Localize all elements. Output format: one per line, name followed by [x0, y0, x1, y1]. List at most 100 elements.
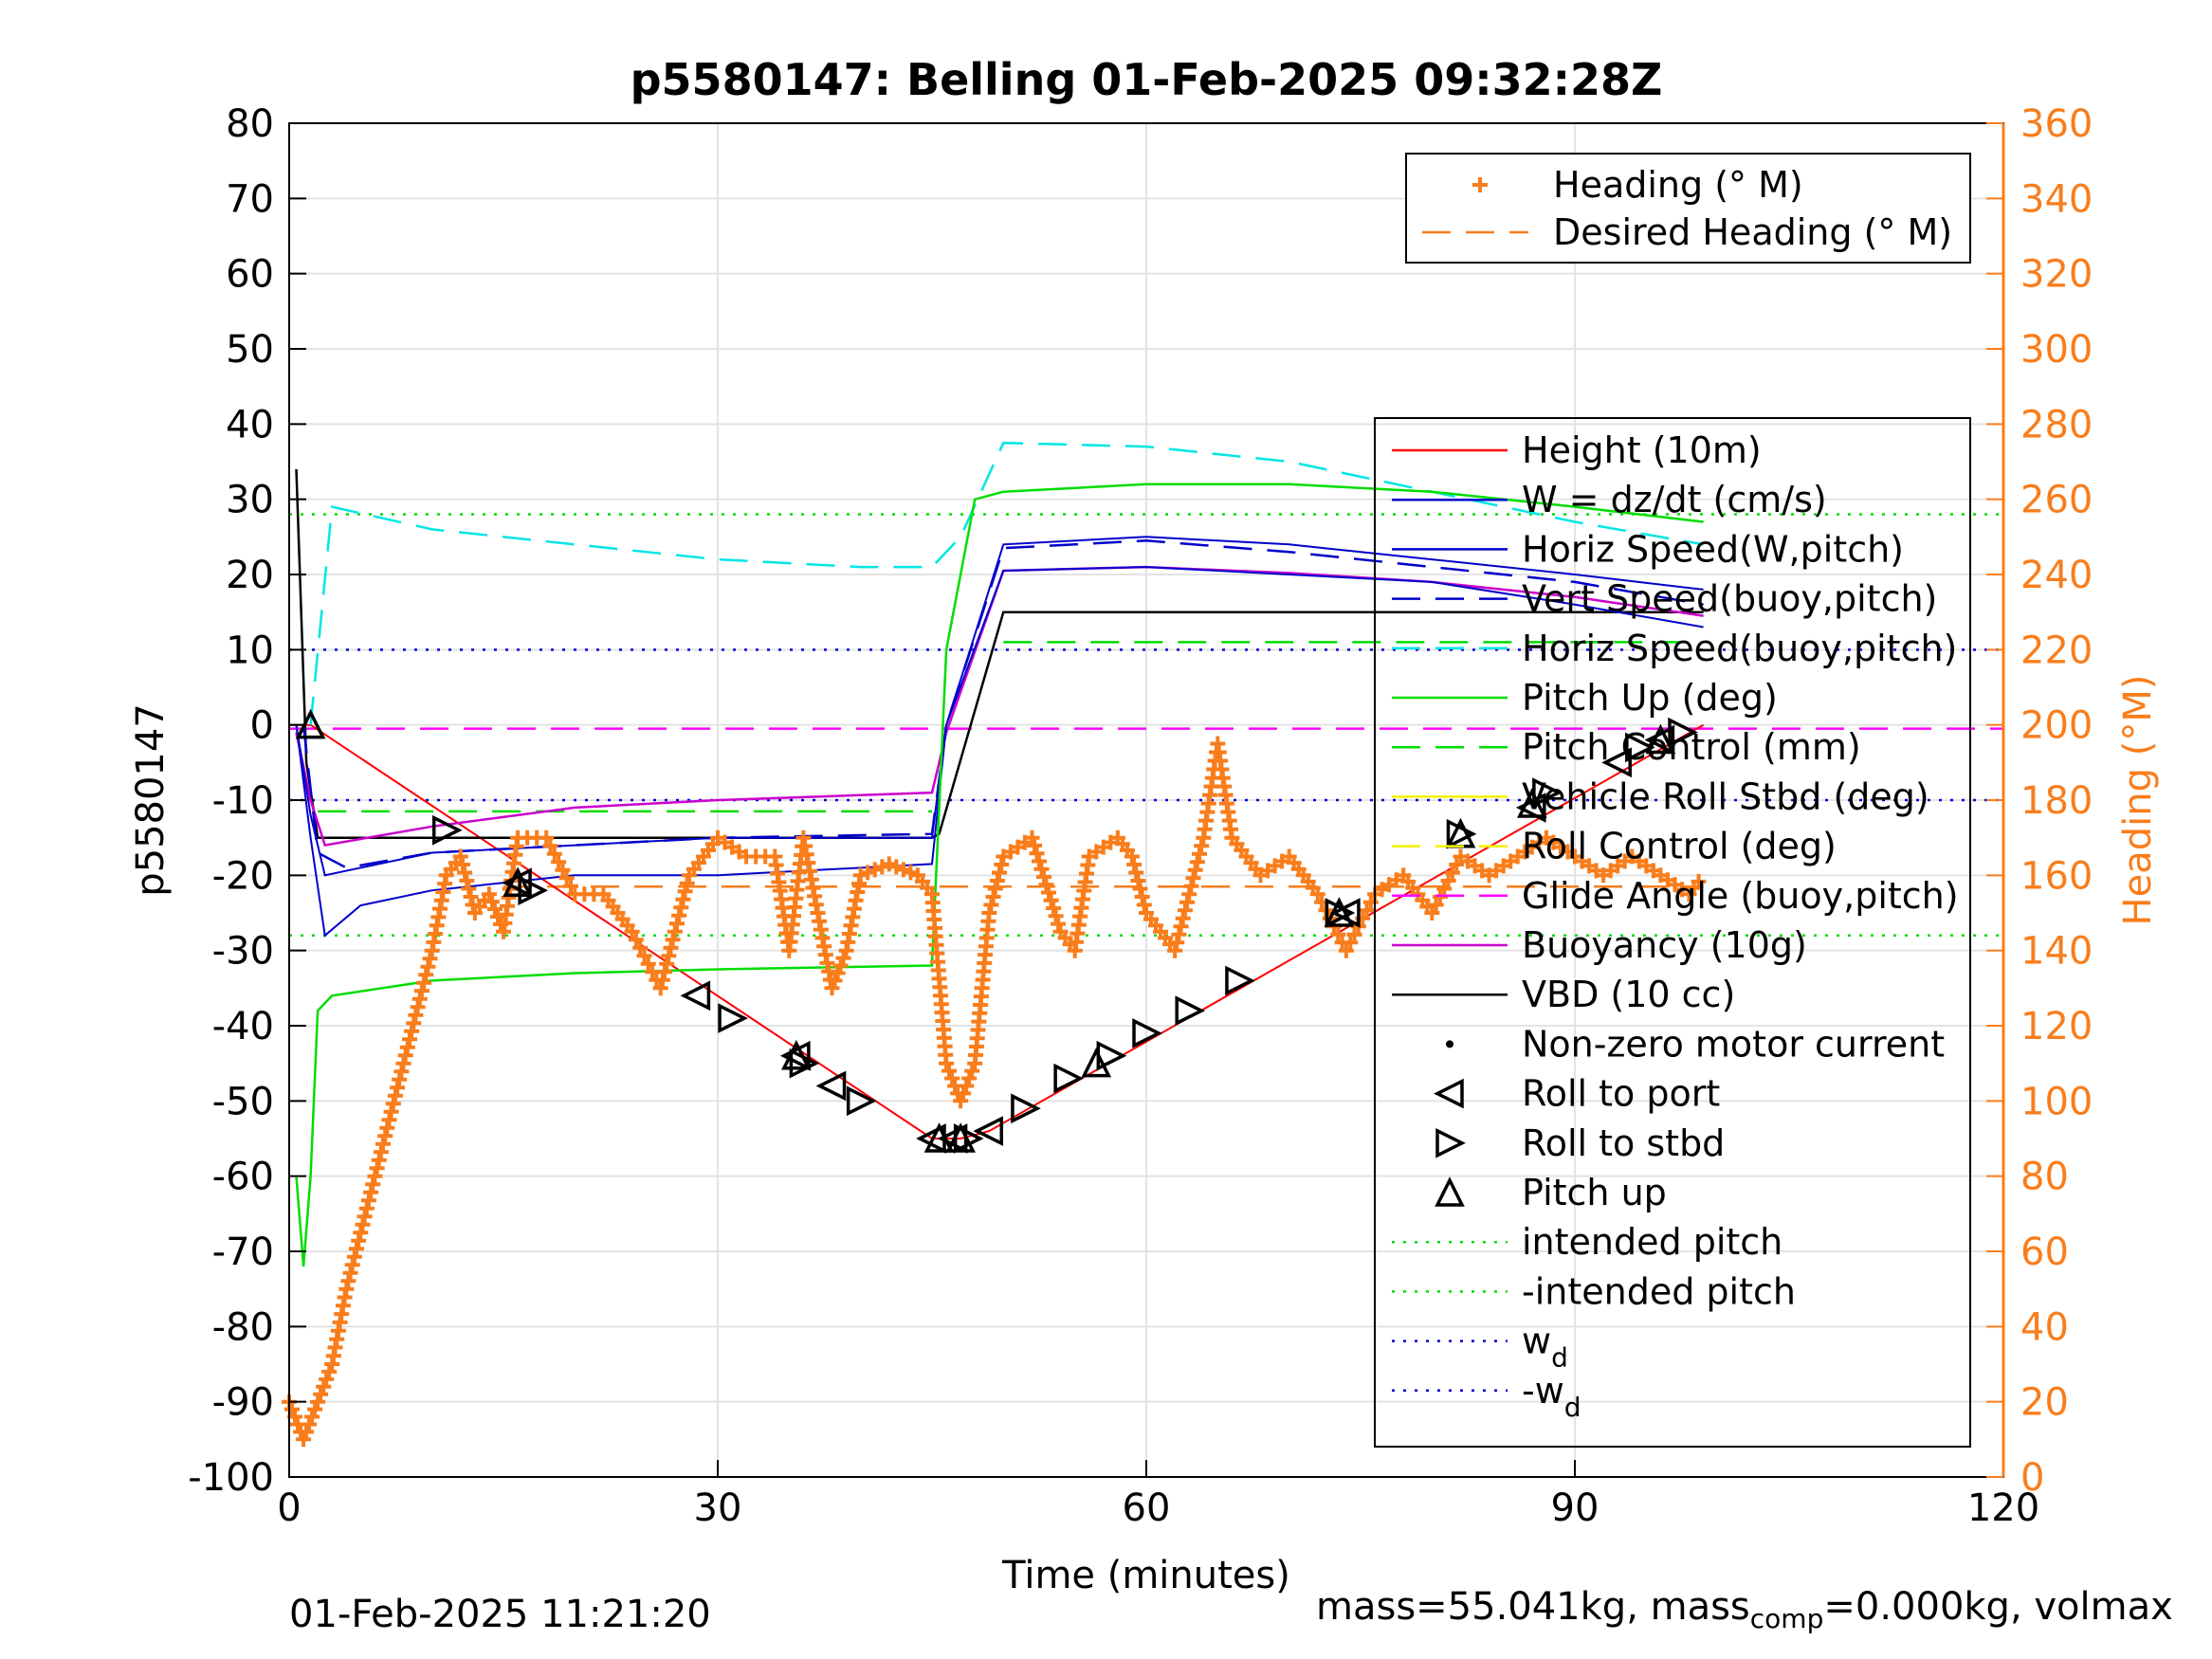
heading-point: [1043, 892, 1059, 908]
roll-to-port-marker: [779, 1040, 811, 1071]
legend-label: -intended pitch: [1522, 1270, 1796, 1312]
heading-point: [1449, 857, 1465, 872]
heading-point: [402, 1031, 417, 1048]
heading-point: [395, 1055, 411, 1071]
heading-point: [665, 932, 681, 948]
y-tick-label: 80: [226, 102, 274, 146]
heading-point: [1136, 897, 1152, 913]
legend-label: wd: [1522, 1321, 1568, 1374]
heading-point: [373, 1144, 389, 1160]
heading-point: [344, 1257, 360, 1273]
heading-point: [321, 1363, 338, 1379]
heading-point: [356, 1209, 373, 1225]
legend-label: Horiz Speed(buoy,pitch): [1522, 628, 1957, 669]
pitch-up-marker: [1516, 788, 1547, 818]
heading-point: [353, 1225, 369, 1241]
pitch-up-marker: [945, 1122, 976, 1153]
roll-to-stbd-marker: [1225, 965, 1255, 996]
series-line-w-dz-dt-cm-s-: [295, 566, 1704, 938]
heading-point: [463, 889, 479, 904]
heading-point: [1691, 873, 1707, 889]
y-right-tick-label: 120: [2020, 1005, 2093, 1048]
roll-to-port-marker: [1601, 747, 1632, 778]
legend-roll-port-swatch: [1434, 1078, 1464, 1109]
heading-point: [385, 1096, 401, 1112]
legend-label: Roll Control (deg): [1522, 826, 1837, 867]
y-tick-label: 0: [250, 704, 274, 748]
mass-suffix: =0.000kg, volmax: [1823, 1585, 2173, 1629]
heading-point: [375, 1136, 391, 1152]
heading-point: [1362, 894, 1379, 910]
heading-point: [455, 857, 470, 872]
heading-point: [661, 948, 677, 964]
y-right-tick-label: 140: [2020, 930, 2093, 974]
heading-point: [677, 884, 693, 900]
heading-point: [346, 1249, 362, 1265]
heading-point: [628, 932, 644, 948]
heading-point: [673, 900, 689, 916]
heading-point: [542, 838, 558, 854]
heading-point: [994, 857, 1010, 872]
heading-point: [539, 830, 555, 846]
heading-point: [835, 950, 851, 966]
heading-point: [1126, 857, 1143, 872]
heading-point: [640, 956, 656, 972]
heading-point: [313, 1386, 329, 1402]
y-tick-label: -40: [212, 1005, 274, 1048]
pitch-up-marker: [1645, 723, 1676, 755]
roll-to-port-marker: [1644, 724, 1675, 756]
y-tick-label: -100: [188, 1456, 274, 1500]
heading-point: [1424, 905, 1440, 921]
roll-to-port-marker: [1515, 793, 1546, 823]
y-tick-label: -10: [212, 779, 274, 823]
heading-point: [860, 865, 876, 881]
y-tick-label: 70: [226, 177, 274, 221]
heading-point: [1132, 881, 1148, 897]
roll-to-stbd-marker: [1668, 717, 1698, 748]
y-right-tick-label: 340: [2020, 177, 2093, 221]
legend-label: VBD (10 cc): [1522, 974, 1735, 1015]
heading-point: [397, 1048, 413, 1064]
legend-label: Vert Speed(buoy,pitch): [1522, 578, 1937, 620]
heading-point: [459, 873, 475, 888]
y-right-tick-label: 260: [2020, 479, 2093, 522]
heading-point: [956, 1085, 972, 1102]
x-tick-label: 60: [1123, 1486, 1171, 1530]
heading-point: [964, 1063, 980, 1079]
legend-label: Horiz Speed(W,pitch): [1522, 528, 1904, 570]
heading-point: [487, 902, 503, 917]
legend-label: W = dz/dt (cm/s): [1522, 479, 1827, 520]
heading-point: [1051, 916, 1067, 932]
heading-point: [981, 905, 997, 921]
y-tick-label: -60: [212, 1156, 274, 1199]
heading-point: [1169, 935, 1185, 951]
y-right-tick-label: 320: [2020, 253, 2093, 297]
x-tick-label: 30: [694, 1486, 742, 1530]
heading-point: [1440, 873, 1456, 888]
heading-point: [830, 965, 846, 981]
y-tick-label: 50: [226, 328, 274, 372]
roll-to-stbd-marker: [1446, 818, 1477, 849]
heading-point: [1167, 942, 1183, 958]
roll-to-stbd-marker: [1325, 898, 1356, 928]
heading-point: [659, 956, 675, 972]
heading-point: [363, 1184, 379, 1200]
heading-point: [349, 1241, 364, 1257]
heading-point: [555, 862, 571, 878]
heading-point: [338, 1281, 355, 1297]
heading-point: [304, 1409, 320, 1425]
heading-point: [302, 1416, 318, 1432]
heading-point: [669, 916, 685, 932]
heading-point: [989, 873, 1005, 888]
heading-point: [1343, 935, 1359, 951]
y-tick-label: 40: [226, 403, 274, 447]
heading-point: [392, 1071, 408, 1087]
heading-point: [481, 886, 497, 902]
y-axis-right-label: Heading (°M): [2116, 675, 2160, 926]
roll-to-stbd-marker: [718, 1003, 748, 1033]
legend-label: Vehicle Roll Stbd (deg): [1522, 775, 1929, 817]
heading-point: [1436, 881, 1453, 897]
legend-label-subscript: d: [1551, 1342, 1568, 1374]
heading-point: [632, 939, 649, 956]
